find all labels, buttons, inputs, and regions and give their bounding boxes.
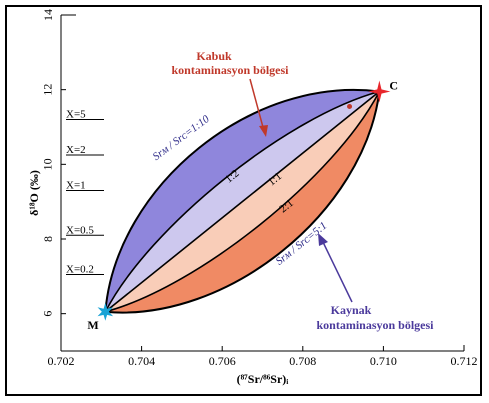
x-mark-label: X=5 <box>66 109 86 121</box>
crust-arrow <box>249 78 265 132</box>
x-tick-label: 0.704 <box>128 354 155 368</box>
y-tick-label: 10 <box>41 158 55 170</box>
x-axis-label: (⁸⁷Sr/⁸⁶Sr)ᵢ <box>237 372 289 386</box>
y-tick-label: 6 <box>41 311 55 317</box>
x-mark-labels: X=5 X=2 X=1 X=0.5 X=0.2 <box>66 109 104 275</box>
y-tick-label: 14 <box>41 9 55 21</box>
x-mark-label: X=0.2 <box>66 263 94 275</box>
zone-arrows <box>249 78 353 303</box>
endmember-label-m: M <box>87 318 98 332</box>
mixing-curves <box>104 89 381 314</box>
crust-zone-outer-fill <box>105 91 380 313</box>
crust-zone-title-line2: kontaminasyon bölgesi <box>171 63 289 77</box>
x-mark-label: X=0.5 <box>66 224 94 236</box>
endmember-c-star <box>368 80 391 103</box>
x-tick-label: 0.706 <box>209 354 236 368</box>
x-tick-label: 0.712 <box>451 354 478 368</box>
x-mark-label: X=1 <box>66 179 86 191</box>
x-tick-label: 0.702 <box>48 354 75 368</box>
mixing-curve-5-1 <box>105 91 381 314</box>
sample-point <box>347 103 353 109</box>
crust-zone-title-line1: Kabuk <box>196 49 232 63</box>
endmember-m-star <box>97 302 114 321</box>
x-tick-label: 0.708 <box>289 354 316 368</box>
x-tick-label: 0.710 <box>370 354 397 368</box>
source-arrow-head <box>318 233 328 246</box>
mixing-curve-1-1 <box>104 90 380 313</box>
source-arrow <box>321 239 353 303</box>
y-tick-label: 8 <box>41 236 55 242</box>
y-tick-label: 12 <box>41 84 55 96</box>
crust-arrow-head <box>259 125 268 137</box>
endmember-label-c: C <box>389 79 398 93</box>
source-zone-title-line2: kontaminasyon bölgesi <box>316 318 434 332</box>
source-zone-outer-fill <box>105 89 380 312</box>
ticks: 0.702 0.704 0.706 0.708 0.710 0.712 6 8 10 12 14 <box>41 9 478 368</box>
mixing-curve-1-2 <box>104 90 380 313</box>
y-axis-label: δ¹⁸O (‰) <box>27 170 41 216</box>
source-zone-title-line1: Kaynak <box>331 303 372 317</box>
mixing-curve-1-10 <box>104 89 380 312</box>
endmember-markers <box>97 80 391 321</box>
mixing-curve-2-1 <box>105 91 381 313</box>
x-mark-label: X=2 <box>66 144 86 156</box>
